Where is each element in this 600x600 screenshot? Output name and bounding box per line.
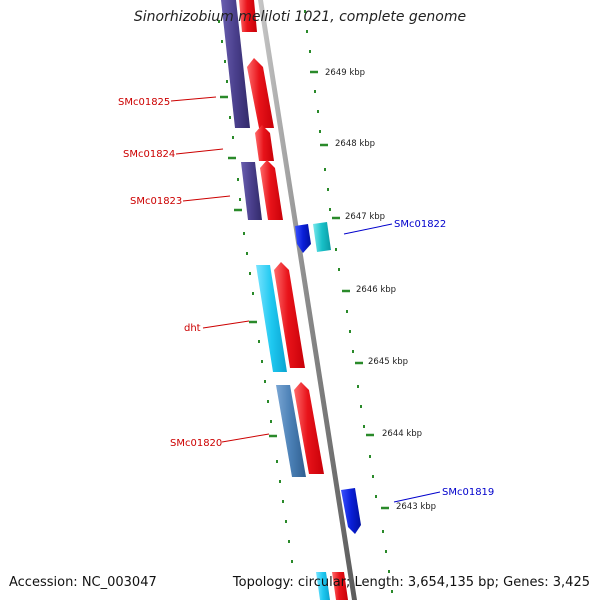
kbp-label-2645: 2645 kbp xyxy=(368,357,408,367)
gene-forward-red-1 xyxy=(239,0,257,32)
gene-reverse-navy-1 xyxy=(221,0,250,128)
accession-label: Accession: NC_003047 xyxy=(9,575,157,590)
gene-reverse-steel-smc01820 xyxy=(276,385,306,477)
gene-forward-red-5 xyxy=(274,262,305,368)
kbp-label-2644: 2644 kbp xyxy=(382,429,422,439)
gene-forward-red-3 xyxy=(255,125,274,161)
left-tick-track xyxy=(218,20,293,563)
gene-label-smc01820: SMc01820 xyxy=(170,438,222,449)
gene-label-dht: dht xyxy=(184,323,201,334)
left-label-leaders xyxy=(170,96,270,443)
gene-forward-red-2 xyxy=(247,58,274,128)
gene-forward-red-4 xyxy=(260,160,283,220)
gene-label-smc01824: SMc01824 xyxy=(123,149,175,160)
gene-label-smc01823: SMc01823 xyxy=(130,196,182,207)
kbp-label-2643: 2643 kbp xyxy=(396,502,436,512)
gene-reverse-cyan-dht xyxy=(256,265,287,372)
genome-backbone xyxy=(258,0,357,600)
gene-label-smc01825: SMc01825 xyxy=(118,97,170,108)
kbp-label-2649: 2649 kbp xyxy=(325,68,365,78)
gene-label-smc01819: SMc01819 xyxy=(442,487,494,498)
gene-bottom-red xyxy=(332,572,348,600)
gene-label-smc01822: SMc01822 xyxy=(394,219,446,230)
gene-bottom-cyan xyxy=(316,572,330,600)
right-tick-track xyxy=(304,10,393,593)
kbp-label-2647: 2647 kbp xyxy=(345,212,385,222)
gene-smc01819-blue xyxy=(341,488,361,534)
right-label-leaders xyxy=(343,223,441,503)
gene-smc01822-blue xyxy=(295,224,311,253)
gene-reverse-navy-2 xyxy=(241,162,262,220)
genome-title: Sinorhizobium meliloti 1021, complete ge… xyxy=(133,9,467,25)
genome-summary: Topology: circular; Length: 3,654,135 bp… xyxy=(232,575,590,590)
kbp-label-2646: 2646 kbp xyxy=(356,285,396,295)
gene-forward-red-6 xyxy=(294,382,324,474)
gene-smc01822-teal xyxy=(313,222,331,252)
kbp-label-2648: 2648 kbp xyxy=(335,139,375,149)
